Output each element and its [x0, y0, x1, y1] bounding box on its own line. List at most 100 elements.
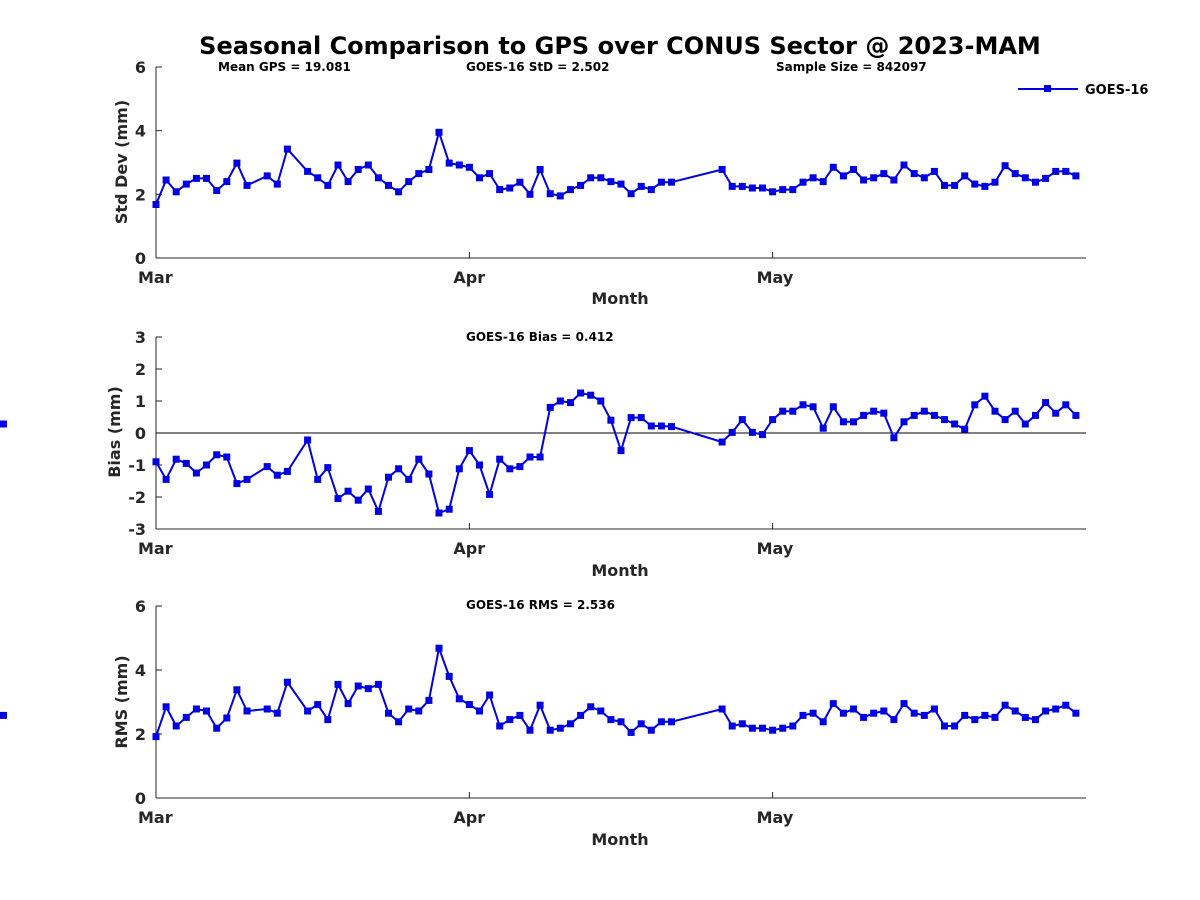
data-point — [486, 490, 494, 498]
data-point — [738, 416, 746, 424]
data-point — [961, 425, 969, 433]
data-point — [496, 186, 504, 194]
data-point — [324, 464, 332, 472]
data-point — [870, 407, 878, 415]
y-axis-label: Std Dev (mm) — [112, 100, 131, 224]
data-point — [556, 192, 564, 200]
data-point — [941, 181, 948, 189]
data-point — [314, 475, 322, 483]
data-point — [162, 475, 170, 483]
data-point — [223, 714, 231, 722]
bias-panel: GOES-16 Bias = 0.412 Month Bias (mm) -3 -… — [0, 328, 1086, 580]
data-point — [334, 161, 342, 169]
data-point — [1011, 407, 1019, 415]
data-point — [759, 184, 766, 192]
data-point — [486, 691, 494, 699]
data-point — [385, 473, 392, 481]
data-point — [567, 720, 574, 728]
data-point — [263, 172, 271, 180]
data-point — [728, 722, 736, 730]
y-tick-label: 4 — [135, 122, 146, 141]
data-point — [233, 480, 241, 488]
data-point — [789, 186, 797, 194]
data-point — [243, 181, 251, 189]
data-point — [324, 716, 332, 724]
data-point — [152, 201, 160, 208]
data-point — [971, 716, 979, 724]
data-point — [192, 705, 200, 713]
data-point — [203, 174, 210, 182]
data-point — [1062, 167, 1070, 175]
data-point — [829, 700, 837, 708]
data-point — [850, 418, 857, 426]
data-point — [748, 428, 756, 436]
legend-label: GOES-16 — [1085, 83, 1148, 98]
data-point — [900, 418, 908, 426]
data-point — [971, 401, 979, 409]
data-point — [334, 680, 342, 688]
data-point — [516, 463, 524, 471]
data-point — [425, 696, 433, 704]
y-axis-label: RMS (mm) — [112, 655, 131, 748]
data-point — [920, 174, 928, 182]
data-point — [799, 711, 807, 719]
data-point — [657, 178, 665, 186]
data-point — [455, 695, 463, 703]
data-point — [324, 181, 332, 189]
data-point — [920, 407, 928, 415]
data-point — [1072, 172, 1080, 180]
x-tick-label: May — [757, 268, 794, 287]
data-point — [718, 705, 726, 713]
data-point — [839, 418, 847, 426]
data-point — [364, 161, 372, 169]
data-point — [991, 713, 999, 721]
data-point — [718, 166, 726, 173]
data-point — [263, 463, 271, 471]
x-tick-label: Apr — [453, 808, 485, 827]
data-point — [779, 724, 787, 732]
data-point — [546, 190, 554, 198]
data-point — [809, 709, 817, 717]
data-point — [607, 178, 615, 186]
data-point — [890, 176, 898, 184]
data-point — [738, 182, 746, 190]
rms-panel: GOES-16 RMS = 2.536 Month RMS (mm) 0 2 4 6 M… — [0, 597, 1086, 849]
data-point — [182, 459, 190, 467]
data-point — [536, 701, 544, 709]
data-point — [536, 166, 544, 173]
data-point — [1052, 705, 1060, 713]
x-tick-label: Apr — [453, 539, 485, 558]
data-point — [981, 392, 989, 400]
data-point — [203, 707, 210, 715]
data-point — [860, 176, 868, 184]
y-axis-label: Bias (mm) — [105, 386, 124, 478]
data-point — [769, 188, 777, 196]
chart-title: Seasonal Comparison to GPS over CONUS Se… — [199, 32, 1041, 60]
y-tick-label: 3 — [135, 328, 146, 347]
data-point — [1032, 178, 1039, 186]
data-point — [526, 453, 534, 461]
data-point — [627, 190, 635, 198]
data-point — [1042, 174, 1050, 182]
data-point — [930, 411, 938, 419]
data-point — [607, 716, 615, 724]
data-point — [405, 475, 413, 483]
data-point — [223, 178, 231, 186]
data-point — [354, 496, 362, 504]
data-point — [425, 470, 433, 478]
data-point — [991, 407, 999, 415]
data-point — [385, 181, 392, 189]
data-point — [395, 718, 403, 726]
data-point — [516, 711, 524, 719]
data-point — [1052, 167, 1060, 175]
data-point — [617, 718, 625, 726]
data-point — [344, 487, 352, 495]
data-point — [213, 724, 221, 732]
y-tick-label: -3 — [128, 520, 146, 539]
data-point — [455, 465, 463, 473]
data-point — [627, 414, 635, 422]
data-point — [900, 700, 908, 708]
data-point — [779, 186, 787, 194]
